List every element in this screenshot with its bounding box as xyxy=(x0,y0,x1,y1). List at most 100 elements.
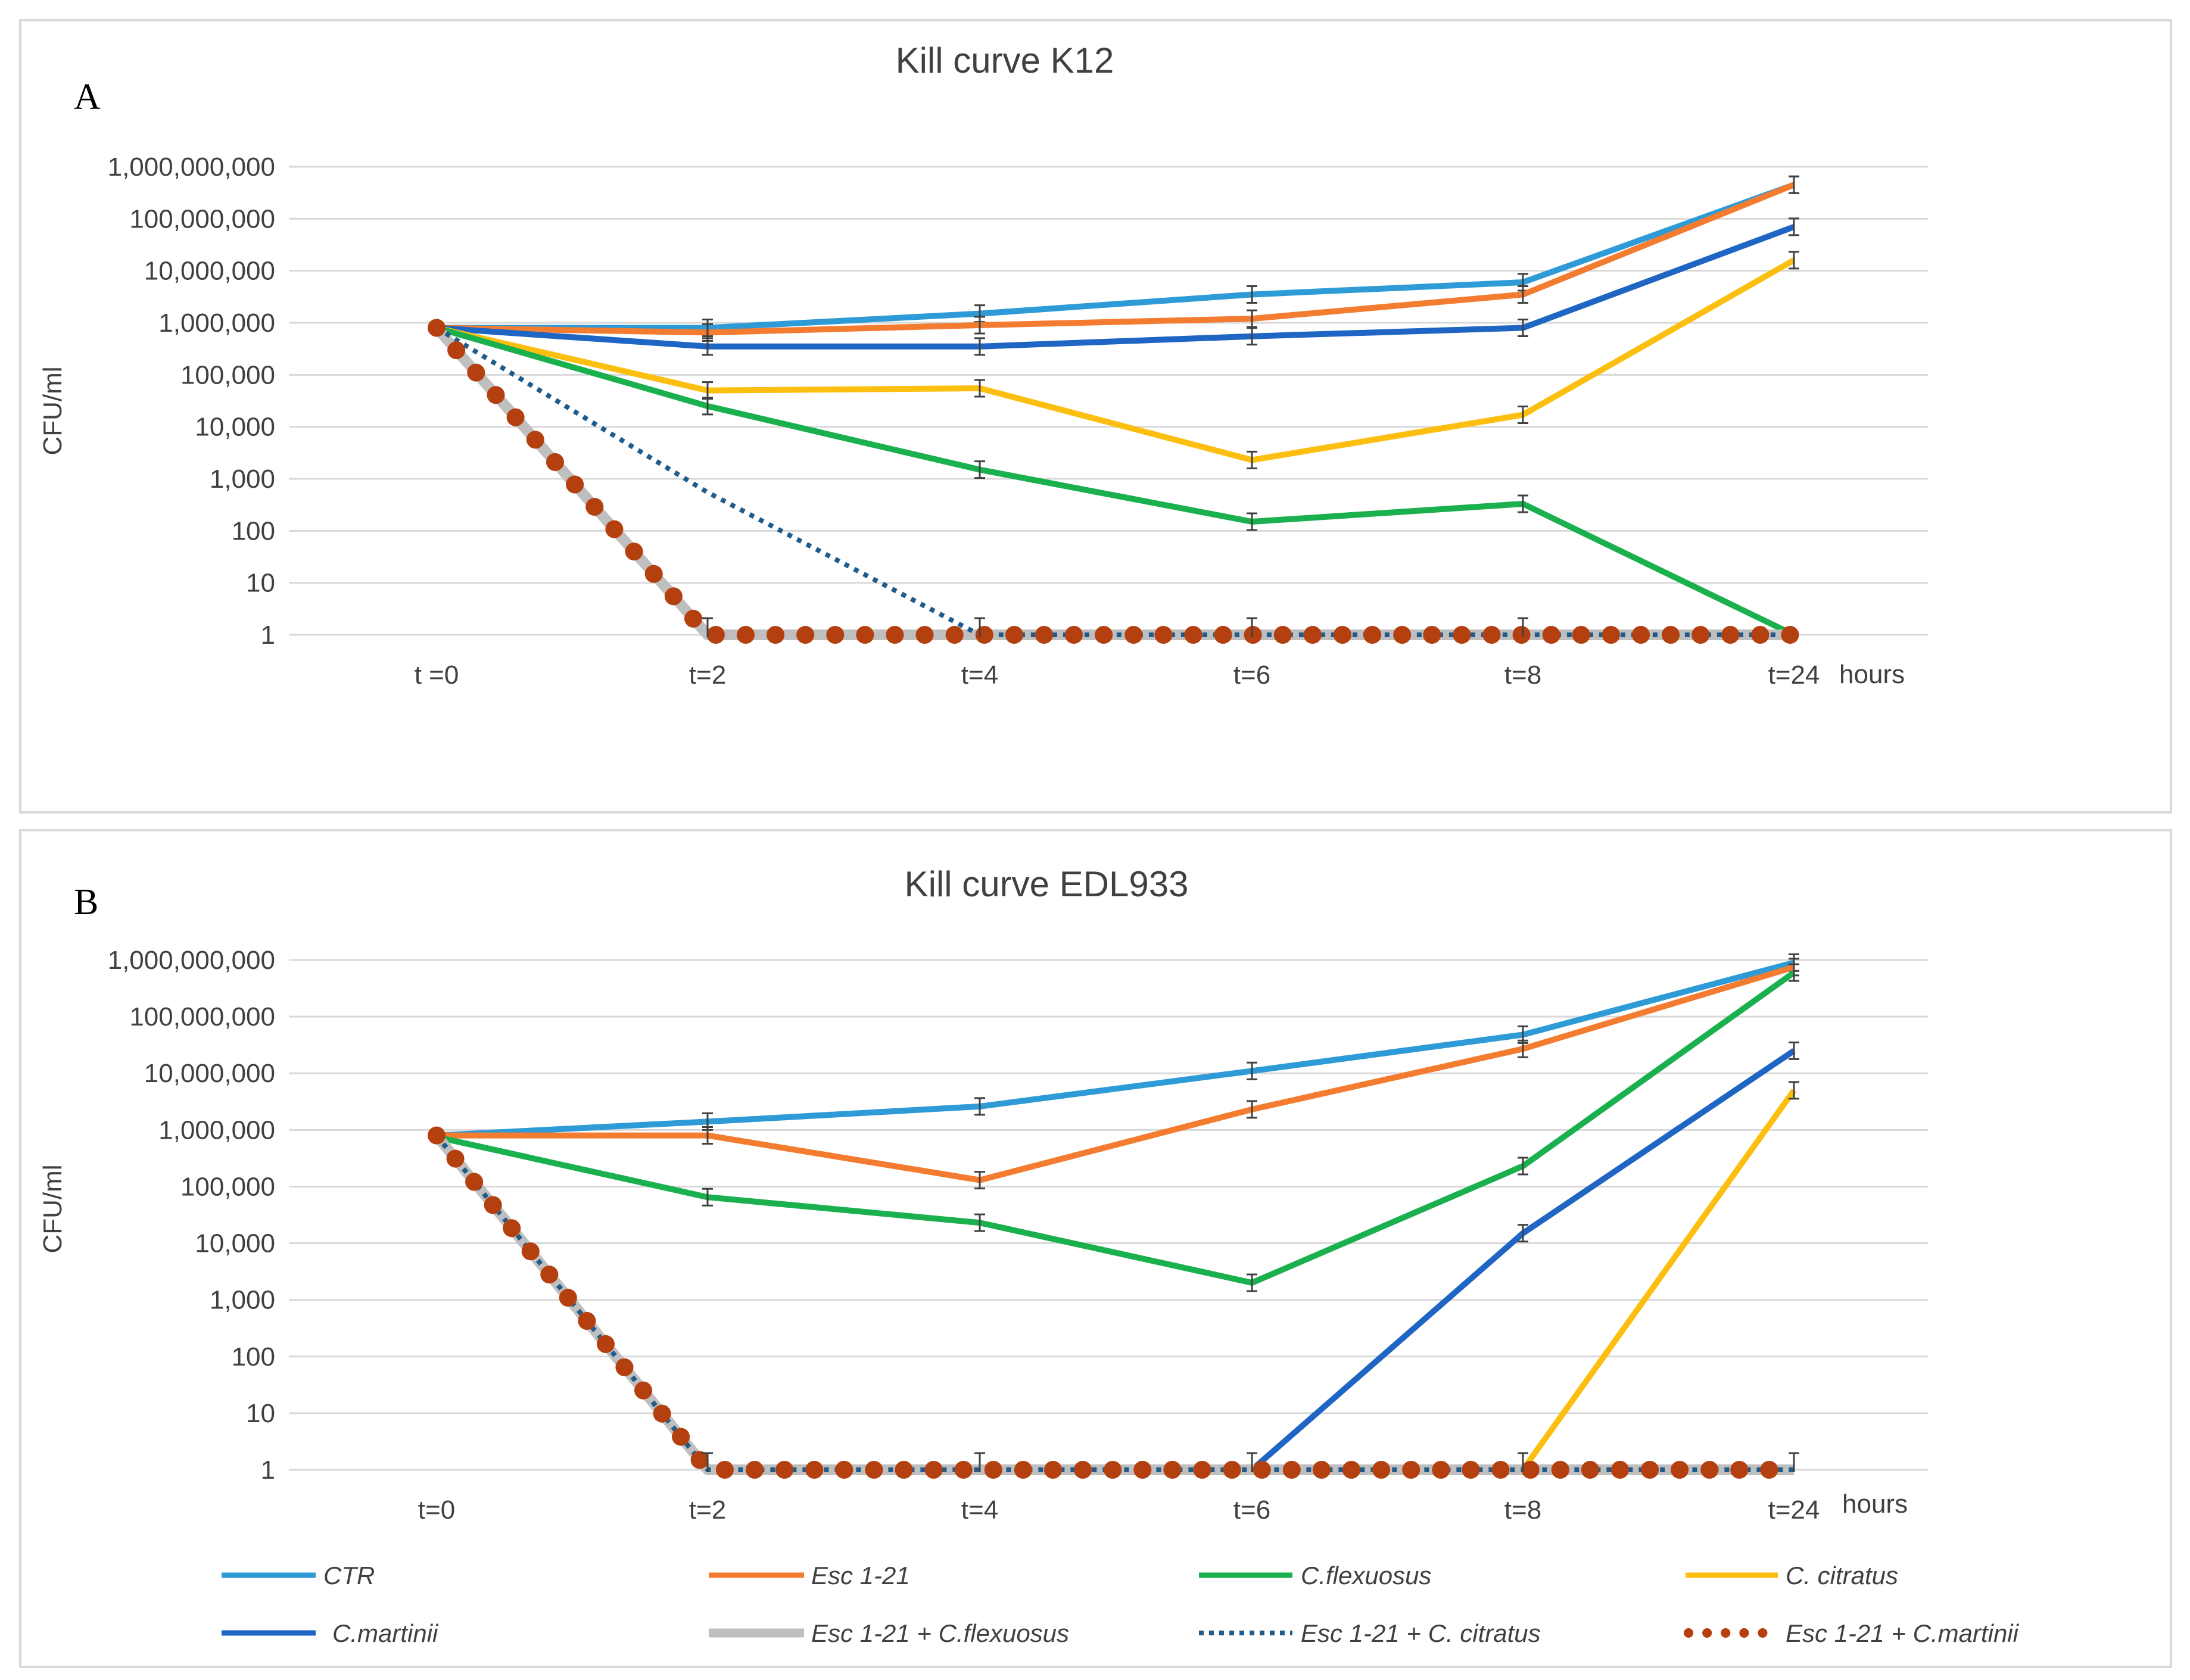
series-line-a-c-flexuosus xyxy=(435,325,1796,638)
legend: CTR Esc 1-21 C.flexuosus C. citratus C.m… xyxy=(222,1561,2020,1647)
series-line-a-esc-1-21-c-citratus xyxy=(435,326,1794,637)
chart-panel-b: B Kill curve EDL933 CFU/ml hours 1101001… xyxy=(38,864,1928,1525)
error-bar-floor-b xyxy=(1518,1452,1528,1472)
error-bar-b xyxy=(974,1171,985,1190)
error-bar-b xyxy=(1247,1100,1257,1119)
chart-panel-a: A Kill curve K12 CFU/ml hours 1 10 100 1,00… xyxy=(38,40,1928,690)
y-tick-label-a: 1,000,000,000 xyxy=(108,152,275,182)
error-bar-b xyxy=(702,1187,713,1207)
series-b-esc-1-21-c-martinii xyxy=(428,1126,1803,1479)
chart-title-b: Kill curve EDL933 xyxy=(905,864,1189,904)
x-tick-label-a: t=24 xyxy=(1768,660,1820,690)
error-bar-b xyxy=(1789,963,1799,982)
legend-label-martinii: C.martinii xyxy=(332,1619,439,1647)
legend-label-esc: Esc 1-21 xyxy=(811,1561,910,1589)
legend-label-esc-citratus: Esc 1-21 + C. citratus xyxy=(1301,1619,1541,1647)
x-tick-label-a: t=2 xyxy=(689,660,726,690)
legend-label-citratus: C. citratus xyxy=(1786,1561,1898,1589)
error-bar-a xyxy=(1518,318,1528,337)
error-bar-a xyxy=(702,337,713,356)
legend-item-martinii: C.martinii xyxy=(222,1619,439,1647)
x-tick-label-b: t=8 xyxy=(1504,1495,1541,1525)
y-tick-label-b: 10,000,000 xyxy=(144,1059,275,1088)
series-line-b-c-flexuosus xyxy=(435,970,1796,1286)
error-bar-a xyxy=(1247,327,1257,346)
series-a-esc-1-21-c-citratus xyxy=(435,326,1794,637)
legend-label-flexuosus: C.flexuosus xyxy=(1301,1561,1431,1589)
x-ticks-a: t =0 t=2 t=4 t=6 t=8 t=24 xyxy=(415,660,1820,690)
series-group-a xyxy=(428,175,1803,644)
x-tick-label-a: t=4 xyxy=(961,660,998,690)
error-bar-a xyxy=(974,379,985,398)
error-bar-b xyxy=(1518,1224,1528,1243)
series-line-b-ctr xyxy=(436,959,1795,1139)
x-tick-label-a: t=8 xyxy=(1504,660,1541,690)
series-line-a-esc-1-21 xyxy=(436,182,1795,336)
error-bar-b xyxy=(702,1126,713,1145)
error-bar-b xyxy=(1789,1081,1799,1100)
series-group-b xyxy=(428,953,1803,1479)
error-bar-floor-a xyxy=(702,617,713,637)
error-bar-a xyxy=(1247,309,1257,328)
x-tick-label-b: t=6 xyxy=(1233,1495,1270,1525)
series-a-c-martinii xyxy=(436,217,1799,356)
error-bar-b xyxy=(974,1097,985,1116)
error-bar-a xyxy=(1518,406,1528,425)
y-ticks-a: 1 10 100 1,000 10,000 100,000 1,000,000 10,000,… xyxy=(108,152,275,650)
error-bar-floor-b xyxy=(974,1452,985,1472)
x-tick-label-a: t=6 xyxy=(1233,660,1270,690)
x-ticks-b: t=0 t=2 t=4 t=6 t=8 t=24 xyxy=(418,1495,1820,1525)
x-axis-label-a: hours xyxy=(1839,660,1905,689)
error-bar-floor-a xyxy=(1247,617,1257,637)
y-ticks-b: 1 10 100 1,000 10,000 100,000 1,000,000 10,000,… xyxy=(108,946,275,1485)
legend-item-esc-flexuosus: Esc 1-21 + C.flexuosus xyxy=(709,1619,1069,1647)
legend-label-esc-flexuosus: Esc 1-21 + C.flexuosus xyxy=(811,1619,1069,1647)
error-bar-a xyxy=(1247,450,1257,469)
x-axis-label-b: hours xyxy=(1842,1489,1908,1519)
y-tick-label-a: 1 xyxy=(261,621,275,650)
series-b-c-flexuosus xyxy=(435,963,1799,1292)
error-bar-a xyxy=(1789,251,1799,270)
series-line-b-esc-1-21-c-martinii xyxy=(428,1126,1803,1479)
y-tick-label-a: 1,000,000 xyxy=(158,308,275,338)
y-tick-label-b: 10 xyxy=(246,1399,275,1428)
chart-title-a: Kill curve K12 xyxy=(896,40,1114,80)
legend-item-ctr: CTR xyxy=(222,1561,375,1589)
series-line-b-esc-1-21 xyxy=(437,964,1795,1183)
error-bar-b xyxy=(1518,1039,1528,1058)
y-tick-label-a: 1,000 xyxy=(210,465,275,494)
y-tick-label-a: 100 xyxy=(232,516,275,546)
y-tick-label-b: 100 xyxy=(232,1342,275,1372)
legend-item-citratus: C. citratus xyxy=(1686,1561,1898,1589)
y-tick-label-b: 1 xyxy=(261,1455,275,1485)
legend-item-flexuosus: C.flexuosus xyxy=(1199,1561,1431,1589)
error-bar-a xyxy=(974,337,985,356)
x-tick-label-b: t=24 xyxy=(1768,1495,1820,1525)
series-line-a-ctr xyxy=(437,182,1795,331)
series-a-c-citratus xyxy=(435,251,1799,469)
error-bar-a xyxy=(1789,175,1799,194)
legend-item-esc: Esc 1-21 xyxy=(709,1561,910,1589)
error-bar-b xyxy=(1247,1273,1257,1292)
y-tick-label-a: 10 xyxy=(246,569,275,598)
y-tick-label-b: 1,000,000,000 xyxy=(108,946,275,975)
series-line-a-c-martinii xyxy=(436,224,1795,350)
y-tick-label-b: 1,000 xyxy=(210,1286,275,1315)
error-bar-a xyxy=(1247,512,1257,531)
legend-item-esc-martinii: Esc 1-21 + C.martinii xyxy=(1684,1619,2020,1647)
legend-label-esc-martinii: Esc 1-21 + C.martinii xyxy=(1786,1619,2020,1647)
error-bar-a xyxy=(1247,285,1257,304)
x-tick-label-a: t =0 xyxy=(415,660,459,690)
x-tick-label-b: t=4 xyxy=(961,1495,998,1525)
error-bar-floor-b xyxy=(1247,1452,1257,1472)
panel-label-a: A xyxy=(74,77,101,117)
legend-item-esc-citratus: Esc 1-21 + C. citratus xyxy=(1199,1619,1541,1647)
y-tick-label-a: 10,000 xyxy=(195,413,275,442)
y-tick-label-b: 1,000,000 xyxy=(158,1115,275,1145)
y-tick-label-a: 100,000 xyxy=(180,360,275,389)
error-bar-floor-b xyxy=(702,1452,713,1472)
error-bar-a xyxy=(974,460,985,479)
error-bar-a xyxy=(702,397,713,416)
error-bar-b xyxy=(1247,1061,1257,1080)
